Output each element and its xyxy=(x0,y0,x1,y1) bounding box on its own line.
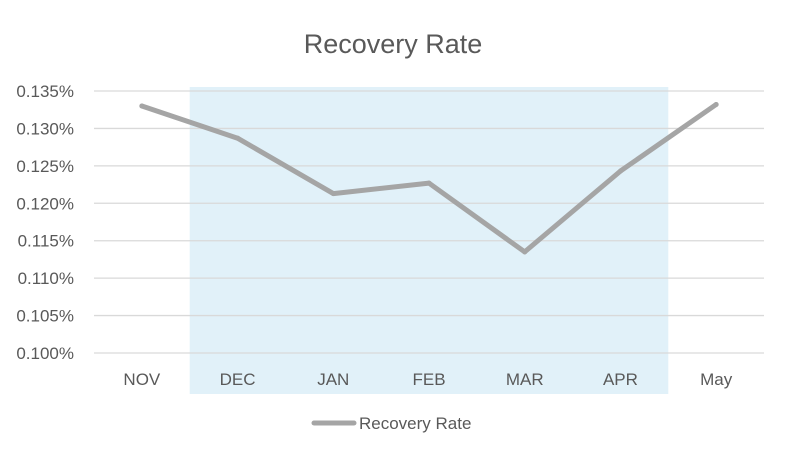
legend-label: Recovery Rate xyxy=(359,414,471,433)
y-tick-label: 0.125% xyxy=(16,157,74,176)
series-layer xyxy=(139,101,719,255)
y-tick-label: 0.130% xyxy=(16,119,74,138)
x-tick-label: JAN xyxy=(317,370,349,389)
x-tick-label: DEC xyxy=(220,370,256,389)
data-point xyxy=(713,101,719,107)
x-axis-ticks: NOV DEC JAN FEB MAR APR May xyxy=(123,370,732,389)
data-point xyxy=(235,135,241,141)
y-axis-ticks: 0.100% 0.105% 0.110% 0.115% 0.120% 0.125% 0.13… xyxy=(16,82,74,363)
y-tick-label: 0.100% xyxy=(16,344,74,363)
data-point xyxy=(617,168,623,174)
data-point xyxy=(426,180,432,186)
y-tick-label: 0.110% xyxy=(18,269,74,288)
data-point xyxy=(139,103,145,109)
x-tick-label: NOV xyxy=(123,370,161,389)
y-tick-label: 0.135% xyxy=(16,82,74,101)
y-tick-label: 0.120% xyxy=(16,194,74,213)
chart-title: Recovery Rate xyxy=(304,29,483,59)
legend[interactable]: Recovery Rate xyxy=(311,414,471,433)
y-tick-label: 0.105% xyxy=(16,307,74,326)
x-tick-label: May xyxy=(700,370,733,389)
data-point xyxy=(330,191,336,197)
x-tick-label: FEB xyxy=(412,370,445,389)
y-tick-label: 0.115% xyxy=(18,232,74,251)
x-tick-label: MAR xyxy=(506,370,544,389)
grid-layer xyxy=(94,90,764,354)
data-point xyxy=(522,249,528,255)
x-tick-label: APR xyxy=(603,370,638,389)
